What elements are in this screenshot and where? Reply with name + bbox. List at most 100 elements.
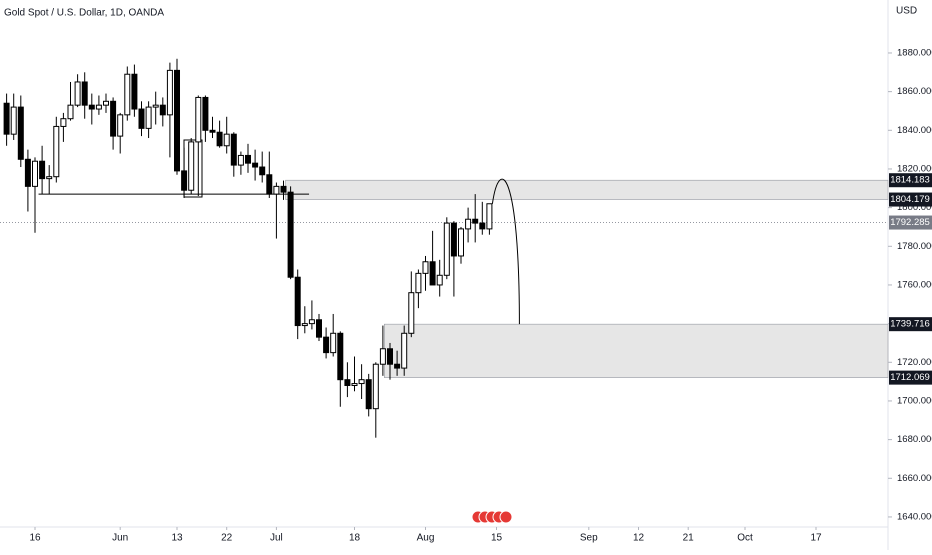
chart-title: Gold Spot / U.S. Dollar, 1D, OANDA <box>4 8 164 19</box>
candle-body <box>408 292 415 334</box>
candle-body <box>17 106 24 160</box>
candle <box>358 364 365 400</box>
y-tick-label: 1820.000 <box>897 163 932 174</box>
candle-body <box>10 106 17 135</box>
candle <box>237 151 244 175</box>
candle <box>152 91 159 125</box>
candle <box>294 269 301 340</box>
candle <box>67 81 74 121</box>
candle <box>245 143 252 173</box>
x-tick-label: 16 <box>29 533 41 544</box>
candle-body <box>401 332 408 369</box>
x-tick-label: 22 <box>221 533 233 544</box>
candle-body <box>166 69 173 116</box>
candle-body <box>46 176 53 180</box>
candle <box>458 226 465 264</box>
candle <box>436 259 443 297</box>
price-tag <box>889 317 932 332</box>
candle <box>344 362 351 398</box>
candle-body <box>230 133 237 166</box>
candle <box>443 217 450 280</box>
candle <box>174 58 181 175</box>
y-tick-label: 1860.000 <box>897 86 932 97</box>
candle-body <box>67 104 74 120</box>
candle <box>372 362 379 438</box>
candle <box>394 350 401 376</box>
candle-body <box>39 160 46 180</box>
y-tick-label: 1880.000 <box>897 47 932 58</box>
candle <box>103 93 110 113</box>
candle <box>3 93 10 146</box>
candle-body <box>358 379 365 385</box>
candle-body <box>252 162 259 168</box>
candle <box>81 72 88 119</box>
y-tick-label: 1780.000 <box>897 241 932 252</box>
candle-body <box>24 158 31 187</box>
candle <box>216 120 223 148</box>
candle <box>60 112 67 142</box>
x-tick-label: Aug <box>417 533 435 544</box>
candle-body <box>273 185 280 195</box>
y-tick-label: 1840.000 <box>897 125 932 136</box>
candle <box>138 101 145 137</box>
candle-body <box>88 104 95 110</box>
candle <box>17 95 24 168</box>
candle <box>117 112 124 154</box>
candle <box>316 313 323 342</box>
candle-body <box>202 96 209 131</box>
candle-body <box>287 191 294 278</box>
candle-body <box>422 261 429 274</box>
price-tag <box>889 192 932 207</box>
candle-body <box>223 133 230 147</box>
candle <box>379 325 386 376</box>
candle-body <box>316 319 323 338</box>
candle-body <box>138 108 145 129</box>
candle-body <box>117 114 124 137</box>
candle <box>131 64 138 117</box>
price-tag <box>889 173 932 188</box>
candle <box>259 151 266 183</box>
candle <box>32 157 39 233</box>
candle <box>486 203 493 235</box>
x-tick-label: Jul <box>270 533 283 544</box>
candle <box>252 149 259 181</box>
candle <box>24 149 31 212</box>
candle <box>166 62 173 158</box>
candle <box>287 186 294 280</box>
candle <box>365 373 372 417</box>
x-tick-label: Oct <box>737 533 753 544</box>
candle-body <box>103 100 110 106</box>
candle-body <box>387 348 394 365</box>
candle-body <box>3 102 10 135</box>
candle-body <box>245 154 252 164</box>
candle <box>95 95 102 115</box>
y-tick-label: 1660.000 <box>897 473 932 484</box>
candle-body <box>159 104 166 116</box>
candle-body <box>301 323 308 327</box>
y-tick-label: 1760.000 <box>897 279 932 290</box>
candle-body <box>394 363 401 369</box>
price-tag-label: 1814.183 <box>890 175 930 186</box>
candle-body <box>365 379 372 410</box>
candle-body <box>330 332 337 354</box>
price-tag-label: 1739.716 <box>890 319 930 330</box>
candle-body <box>216 131 223 147</box>
zone <box>384 323 889 378</box>
candle-body <box>372 363 379 410</box>
candle-body <box>443 222 450 276</box>
candle-body <box>294 276 301 327</box>
candle-body <box>280 185 287 193</box>
zone <box>285 179 889 200</box>
x-tick-label: 15 <box>491 533 503 544</box>
candle-body <box>53 125 60 178</box>
price-tag-label: 1804.179 <box>890 194 930 205</box>
x-tick-label: Jun <box>112 533 128 544</box>
currency: USD <box>896 6 917 17</box>
candle <box>266 151 273 198</box>
candle-body <box>60 118 67 127</box>
event-icons <box>471 510 513 524</box>
price-tag-label: 1712.069 <box>890 372 930 383</box>
candle <box>479 201 486 235</box>
candle <box>351 356 358 392</box>
candle-body <box>486 203 493 230</box>
